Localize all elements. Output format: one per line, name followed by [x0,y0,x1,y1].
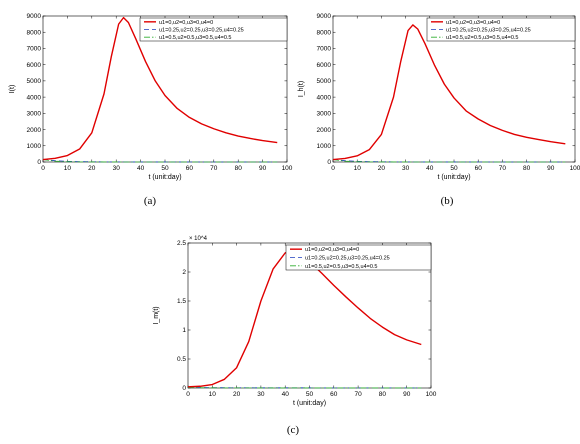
legend-label-1: u1=0,u2=0,u3=0,u4=0 [305,247,359,253]
y-tick-label: 0 [327,159,331,166]
x-tick-label: 80 [379,391,387,398]
y-tick-label: 6000 [27,62,42,69]
y-tick-label: 2 [182,269,186,276]
chart-panel-b: 0 10 20 30 40 50 60 70 80 90 100010002000300040005… [298,13,580,207]
x-tick-label: 40 [426,165,434,172]
y-tick-label: 3000 [27,111,42,118]
x-tick-label: 90 [547,165,555,172]
legend-label-3: u1=0.5,u2=0.5,u3=0.5,u4=0.5 [305,264,378,270]
y-tick-label: 2000 [27,127,42,134]
y-tick-label: 9000 [317,13,332,20]
y-axis-label: I(t) [9,85,16,94]
x-axis-label: t (unit:day) [437,174,470,181]
panel-caption: (c) [287,424,300,436]
legend-label-2: u1=0.25,u2=0.25,u3=0.25,u4=0.25 [446,28,531,34]
y-tick-label: 2000 [317,127,332,134]
x-tick-label: 100 [426,391,437,398]
y-tick-label: 0 [37,159,41,166]
x-tick-label: 10 [64,165,72,172]
x-tick-label: 40 [137,165,145,172]
x-tick-label: 90 [403,391,411,398]
panel-caption: (a) [144,195,157,207]
x-tick-label: 60 [330,391,338,398]
y-tick-label: 0 [182,385,186,392]
x-tick-label: 80 [235,165,243,172]
x-tick-label: 60 [475,165,483,172]
chart-panel-c: 0 10 20 30 40 50 60 70 80 90 100 0 0.5 1 1.5 2 2.5× 10^4… [153,236,437,436]
y-tick-label: 0.5 [177,356,186,363]
x-tick-label: 70 [354,391,362,398]
x-tick-label: 20 [88,165,96,172]
panel-caption: (b) [441,195,454,207]
x-tick-label: 20 [233,391,241,398]
legend-label-1: u1=0,u2=0,u3=0,u4=0 [159,20,213,26]
legend-box [426,17,576,42]
y-tick-label: 7000 [27,46,42,53]
legend: u1=0,u2=0,u3=0,u4=0 u1=0.25,u2=0.25,u3=0.… [285,244,432,271]
x-tick-label: 0 [186,391,190,398]
x-tick-label: 100 [570,165,580,172]
y-tick-label: 8000 [317,29,332,36]
x-tick-label: 80 [523,165,531,172]
series-line-1 [332,24,566,161]
legend-label-2: u1=0.25,u2=0.25,u3=0.25,u4=0.25 [159,28,244,34]
x-tick-label: 0 [41,165,45,172]
y-axis-label: I_m(t) [153,306,160,324]
x-tick-label: 70 [499,165,507,172]
x-tick-label: 50 [161,165,169,172]
y-tick-label: 7000 [317,46,332,53]
legend-label-3: u1=0.5,u2=0.5,u3=0.5,u4=0.5 [159,35,232,41]
x-tick-label: 60 [186,165,194,172]
y-exponent-label: × 10^4 [189,236,208,242]
x-tick-label: 10 [354,165,362,172]
x-tick-label: 10 [209,391,217,398]
x-tick-label: 50 [450,165,458,172]
y-tick-label: 1000 [27,143,42,150]
y-tick-label: 9000 [27,13,42,20]
x-tick-label: 20 [378,165,386,172]
x-tick-label: 30 [113,165,121,172]
x-tick-label: 0 [331,165,335,172]
y-tick-label: 5000 [317,78,332,85]
legend-box [285,244,432,271]
y-tick-label: 1 [182,327,186,334]
legend-label-2: u1=0.25,u2=0.25,u3=0.25,u4=0.25 [305,256,390,262]
series-line-1 [42,16,278,161]
y-tick-label: 1000 [317,143,332,150]
y-tick-label: 5000 [27,78,42,85]
y-tick-label: 4000 [317,94,332,101]
legend: u1=0,u2=0,u3=0,u4=0 u1=0.25,u2=0.25,u3=0.… [426,17,576,42]
y-tick-label: 8000 [27,29,42,36]
x-tick-label: 90 [259,165,267,172]
x-tick-label: 50 [306,391,314,398]
y-tick-label: 6000 [317,62,332,69]
y-tick-label: 2.5 [177,240,186,247]
x-tick-label: 70 [210,165,218,172]
y-tick-label: 1.5 [177,298,186,305]
series-line-3 [187,387,422,389]
y-axis-label: I_h(t) [298,81,305,97]
legend-label-1: u1=0,u2=0,u3=0,u4=0 [446,20,500,26]
x-tick-label: 30 [257,391,265,398]
x-tick-label: 30 [402,165,410,172]
x-tick-label: 40 [282,391,290,398]
y-tick-label: 3000 [317,111,332,118]
legend-box [139,17,288,42]
series-line-3 [42,159,278,163]
x-tick-label: 100 [282,165,293,172]
x-axis-label: t (unit:day) [293,400,326,407]
series-line-3 [332,159,566,163]
y-tick-label: 4000 [27,94,42,101]
legend-label-3: u1=0.5,u2=0.5,u3=0.5,u4=0.5 [446,35,519,41]
legend: u1=0,u2=0,u3=0,u4=0 u1=0.25,u2=0.25,u3=0.… [139,17,288,42]
x-axis-label: t (unit:day) [148,174,181,181]
chart-panel-a: 0 10 20 30 40 50 60 70 80 90 100010002000300040005… [9,13,293,207]
